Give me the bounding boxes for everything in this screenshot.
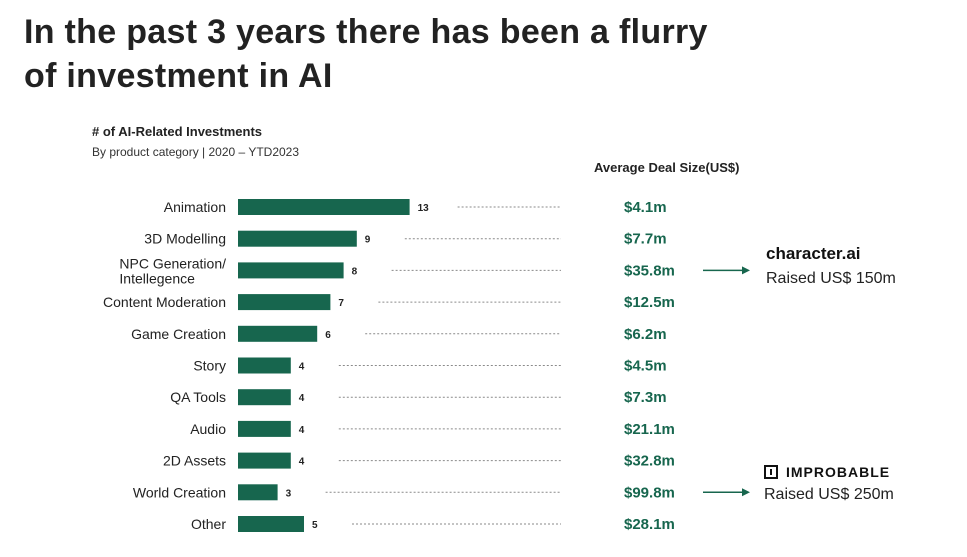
bar bbox=[238, 325, 318, 342]
improbable-brand: IMPROBABLE bbox=[786, 464, 891, 480]
chart-title: # of AI-Related Investments bbox=[92, 124, 263, 139]
bar-value-label: 4 bbox=[299, 362, 305, 373]
category-label: Content Moderation bbox=[103, 294, 226, 310]
bar bbox=[238, 452, 291, 469]
improbable-logo: IMPROBABLE bbox=[764, 464, 894, 480]
improbable-callout: IMPROBABLE Raised US$ 250m bbox=[764, 464, 894, 504]
arrow-head-icon bbox=[742, 488, 750, 497]
deal-size-label: $4.1m bbox=[624, 199, 667, 216]
deal-size-label: $7.7m bbox=[624, 231, 667, 248]
bar bbox=[238, 389, 291, 406]
bar-value-label: 4 bbox=[299, 425, 305, 436]
chart-subtitle: By product category | 2020 – YTD2023 bbox=[92, 145, 300, 159]
deal-size-header: Average Deal Size(US$) bbox=[594, 160, 740, 175]
deal-size-label: $99.8m bbox=[624, 484, 675, 501]
page-headline: In the past 3 years there has been a flu… bbox=[24, 13, 708, 95]
deal-size-label: $28.1m bbox=[624, 516, 675, 533]
deal-size-label: $4.5m bbox=[624, 358, 667, 375]
bar-value-label: 4 bbox=[299, 457, 305, 468]
bar-value-label: 6 bbox=[325, 330, 331, 341]
bar-value-label: 8 bbox=[352, 266, 358, 277]
bar bbox=[238, 294, 331, 311]
bar-value-label: 5 bbox=[312, 520, 318, 531]
category-label: Animation bbox=[164, 199, 226, 215]
category-label: 2D Assets bbox=[163, 453, 226, 469]
deal-size-label: $7.3m bbox=[624, 389, 667, 406]
bar-value-label: 4 bbox=[299, 393, 305, 404]
improbable-logo-icon bbox=[764, 465, 778, 479]
character-ai-raised: Raised US$ 150m bbox=[766, 270, 896, 287]
category-label: 3D Modelling bbox=[144, 231, 226, 247]
arrow-head-icon bbox=[742, 266, 750, 275]
bar-value-label: 13 bbox=[418, 203, 430, 214]
deal-size-label: $32.8m bbox=[624, 453, 675, 470]
category-label: Story bbox=[193, 358, 226, 374]
bar-value-label: 7 bbox=[338, 298, 344, 309]
character-ai-callout: character.ai Raised US$ 150m bbox=[766, 244, 896, 288]
category-label: Audio bbox=[190, 421, 226, 437]
deal-size-label: $35.8m bbox=[624, 262, 675, 279]
category-label: Game Creation bbox=[131, 326, 226, 342]
bar bbox=[238, 230, 357, 247]
improbable-raised: Raised US$ 250m bbox=[764, 486, 894, 503]
bar bbox=[238, 516, 304, 532]
bar bbox=[238, 262, 344, 279]
bar bbox=[238, 420, 291, 437]
bar-value-label: 3 bbox=[286, 488, 292, 499]
bar bbox=[238, 484, 278, 501]
category-label: Other bbox=[191, 516, 226, 532]
category-label: World Creation bbox=[133, 484, 226, 500]
deal-size-label: $12.5m bbox=[624, 294, 675, 311]
bar bbox=[238, 357, 291, 374]
category-label: NPC Generation/Intellegence bbox=[119, 255, 226, 286]
deal-size-label: $21.1m bbox=[624, 421, 675, 438]
character-ai-logo: character.ai bbox=[766, 244, 861, 263]
category-label: QA Tools bbox=[170, 389, 226, 405]
deal-size-label: $6.2m bbox=[624, 326, 667, 343]
bar-value-label: 9 bbox=[365, 235, 371, 246]
bar bbox=[238, 199, 410, 215]
